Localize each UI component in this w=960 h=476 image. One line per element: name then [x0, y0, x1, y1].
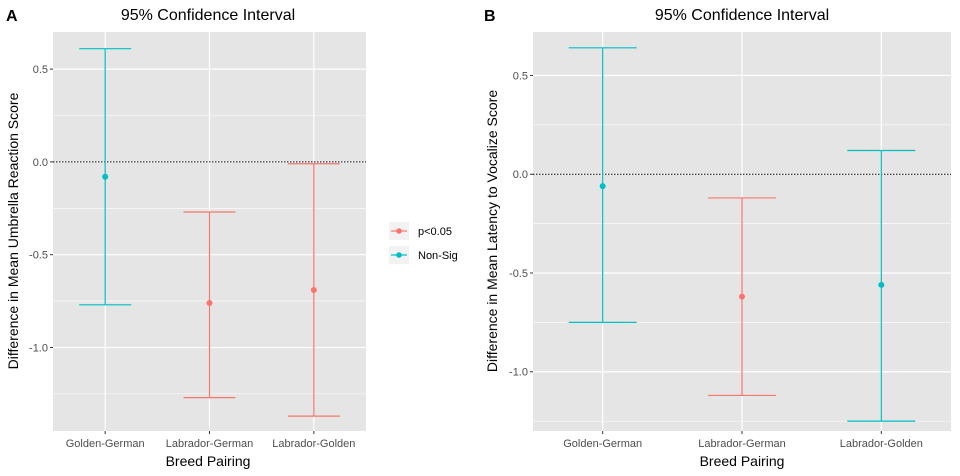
- panel-a-ylabel: Difference in Mean Umbrella Reaction Sco…: [5, 92, 21, 369]
- panel-a-xtick-label: Labrador-German: [166, 438, 253, 450]
- panel-a-estimate-point: [206, 299, 213, 306]
- panel-b-ytick-label: -0.5: [509, 268, 528, 280]
- panel-a-estimate-point: [310, 286, 317, 293]
- panel-a-xtick-label: Golden-German: [66, 438, 145, 450]
- panel-b-xlabel: Breed Pairing: [700, 453, 785, 469]
- panel-a-xlabel: Breed Pairing: [166, 453, 251, 469]
- legend: p<0.05 Non-Sig: [389, 222, 458, 264]
- panel-b-xtick-label: Labrador-German: [698, 438, 785, 450]
- panel-b-letter: B: [484, 8, 496, 25]
- panel-b-ylabel: Difference in Mean Latency to Vocalize S…: [484, 90, 500, 372]
- panel-b-ytick-label: 0.5: [513, 70, 528, 82]
- panel-b-plot: 0.5 0.0 -0.5 -1.0 Golden-German Labrador-Germ…: [509, 32, 951, 450]
- panel-b-xtick-label: Labrador-Golden: [840, 438, 923, 450]
- panel-b-ytick-label: 0.0: [513, 169, 528, 181]
- panel-a-ytick-label: -1.0: [29, 342, 48, 354]
- panel-b-estimate-point: [599, 183, 606, 190]
- legend-label-sig: p<0.05: [418, 226, 452, 238]
- panel-a-ytick-label: -0.5: [29, 250, 48, 262]
- panel-b-xtick-label: Golden-German: [563, 438, 642, 450]
- panel-b-estimate-point: [739, 293, 745, 300]
- panel-a-title: 95% Confidence Interval: [121, 7, 295, 24]
- panel-a-letter: A: [6, 8, 18, 25]
- legend-key-point-sig: [396, 228, 402, 234]
- panel-a-estimate-point: [102, 173, 109, 180]
- panel-a-ytick-label: 0.5: [33, 64, 48, 76]
- panel-a-ytick-label: 0.0: [33, 157, 48, 169]
- panel-a-xtick-label: Labrador-Golden: [272, 438, 355, 450]
- panel-b-title: 95% Confidence Interval: [655, 7, 829, 24]
- panel-a-plot: 0.5 0.0 -0.5 -1.0 Golden-German Labrador-Germ…: [29, 32, 366, 450]
- panel-b-estimate-point: [878, 281, 885, 288]
- legend-key-point-nonsig: [396, 252, 402, 258]
- legend-label-nonsig: Non-Sig: [418, 250, 458, 262]
- panel-b-ytick-label: -1.0: [509, 367, 528, 379]
